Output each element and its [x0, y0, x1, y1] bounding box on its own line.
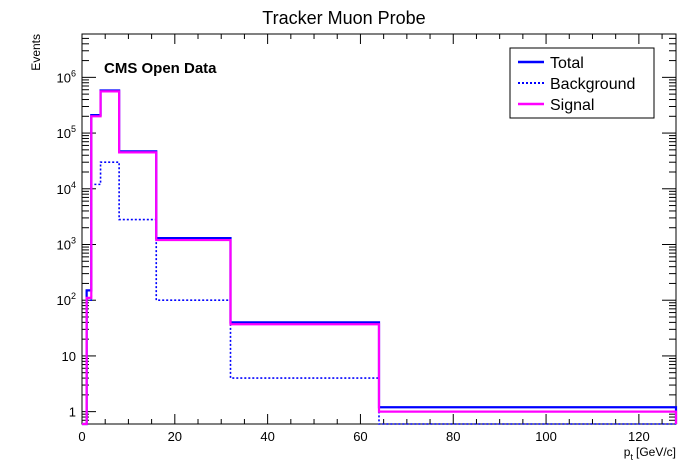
legend-label-signal: Signal [550, 97, 594, 114]
x-tick-label: 0 [78, 429, 85, 444]
y-tick-label: 103 [57, 235, 76, 252]
y-tick-exponent: 3 [71, 235, 76, 245]
y-tick-label: 10 [62, 349, 76, 364]
legend-label-background: Background [550, 76, 635, 93]
x-tick-label: 80 [446, 429, 460, 444]
y-tick-exponent: 6 [71, 68, 76, 78]
y-tick-label: 106 [57, 68, 76, 85]
series-group [82, 89, 678, 426]
legend-entries: Total Background Signal [518, 55, 635, 114]
series-signal-line [82, 90, 678, 426]
x-tick-label: 120 [628, 429, 650, 444]
y-tick-base: 10 [57, 237, 71, 252]
y-tick-label: 105 [57, 124, 76, 141]
legend: Total Background Signal [509, 47, 655, 119]
chart-title: Tracker Muon Probe [262, 8, 425, 28]
y-tick-base: 10 [62, 349, 76, 364]
x-axis-label-subscript: t [630, 452, 633, 462]
y-tick-label: 104 [57, 180, 76, 197]
y-tick-base: 10 [57, 70, 71, 85]
legend-label-total: Total [550, 55, 584, 72]
x-tick-label: 20 [168, 429, 182, 444]
x-axis-label-unit: [GeV/c] [636, 445, 676, 459]
y-tick-base: 10 [57, 182, 71, 197]
y-tick-label: 102 [57, 291, 76, 308]
y-tick-base: 10 [57, 126, 71, 141]
y-tick-exponent: 5 [71, 124, 76, 134]
y-tick-base: 10 [57, 293, 71, 308]
series-background-line [82, 161, 676, 425]
x-tick-label: 60 [353, 429, 367, 444]
y-tick-exponent: 4 [71, 180, 76, 190]
y-tick-base: 1 [69, 405, 76, 420]
y-axis-label: Events [29, 34, 43, 71]
y-tick-label: 1 [69, 405, 76, 420]
cms-open-data-annotation: CMS Open Data [104, 60, 217, 77]
y-tick-exponent: 2 [71, 291, 76, 301]
x-axis-label-main: p [624, 445, 631, 459]
x-tick-label: 40 [260, 429, 274, 444]
x-axis-label: pt [GeV/c] [624, 445, 676, 462]
x-tick-label: 100 [535, 429, 557, 444]
